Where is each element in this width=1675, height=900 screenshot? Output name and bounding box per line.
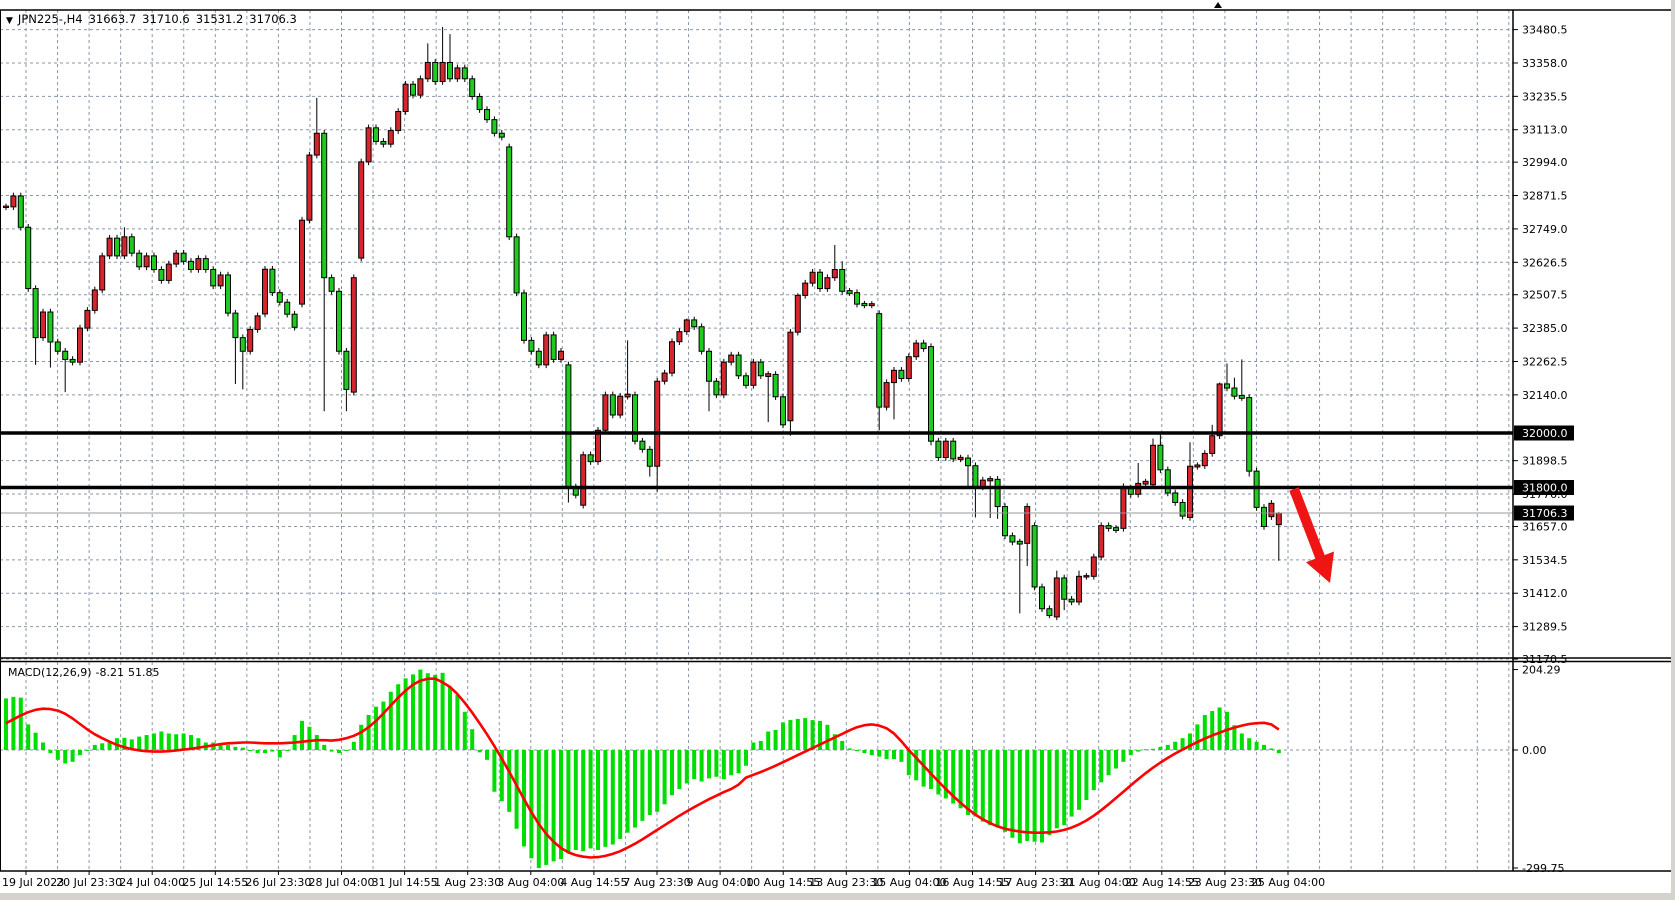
bar-low-value: 31531.2 [195,12,244,26]
time-tick-label: 7 Aug 23:30 [623,876,690,889]
price-tick-label: 31289.5 [1522,621,1568,634]
price-tick-label: 32749.0 [1522,223,1568,236]
bar-open-value: 31663.7 [88,12,137,26]
price-tick-label: 31170.5 [1522,653,1568,666]
down-arrow-annotation[interactable] [1289,487,1334,583]
time-tick-label: 13 Aug 23:30 [809,876,883,889]
macd-tick-label: 204.29 [1522,664,1561,677]
candlesticks[interactable] [3,27,1282,621]
level-lines[interactable] [0,431,1513,514]
time-tick-label: 9 Aug 04:00 [687,876,754,889]
time-tick-label: 1 Aug 23:30 [434,876,501,889]
price-tick-label: 31412.0 [1522,587,1568,600]
time-tick-label: 4 Aug 14:55 [560,876,627,889]
price-level-badge: 31706.3 [1522,507,1568,520]
price-tick-label: 32626.5 [1522,256,1568,269]
time-tick-label: 21 Aug 04:00 [1062,876,1136,889]
scroll-position-marker[interactable] [1214,2,1222,8]
price-tick-label: 31657.0 [1522,520,1568,533]
time-tick-label: 31 Jul 14:55 [372,876,438,889]
macd-tick-label: -299.75 [1522,862,1564,875]
price-tick-label: 32507.5 [1522,289,1568,302]
symbol-dropdown-icon[interactable]: ▼ [6,16,13,26]
time-tick-label: 17 Aug 23:30 [999,876,1073,889]
frame [0,2,1675,872]
macd-value: -8.21 [95,666,125,679]
macd-axis[interactable]: 204.29 0.00 -299.75 [1513,664,1564,875]
price-tick-label: 33113.0 [1522,124,1568,137]
macd-tick-label: 0.00 [1522,744,1547,757]
price-tick-label: 32994.0 [1522,156,1568,169]
symbol-header: ▼ JPN225-,H4 31663.7 31710.6 31531.2 31706.3 [6,12,297,26]
time-tick-label: 26 Jul 23:30 [245,876,311,889]
time-tick-label: 28 Jul 04:00 [309,876,375,889]
time-tick-label: 3 Aug 04:00 [497,876,564,889]
time-tick-label: 16 Aug 14:55 [935,876,1009,889]
price-tick-label: 32385.0 [1522,322,1568,335]
macd-name: MACD(12,26,9) [8,666,92,679]
price-tick-label: 32140.0 [1522,389,1568,402]
price-axis[interactable]: 33480.5 33358.0 33235.5 33113.0 32994.0 32871… [1513,24,1574,666]
window-right-edge [1671,0,1675,900]
macd-signal-value: 51.85 [128,666,160,679]
price-level-badge: 32000.0 [1522,427,1568,440]
macd-indicator-label: MACD(12,26,9) -8.21 51.85 [8,666,164,679]
time-tick-label: 24 Jul 04:00 [119,876,185,889]
price-tick-label: 33480.5 [1522,24,1568,37]
price-tick-label: 32871.5 [1522,190,1568,203]
time-tick-label: 15 Aug 04:00 [872,876,946,889]
symbol-period-label: JPN225-,H4 [17,12,83,26]
time-tick-label: 10 Aug 14:55 [746,876,820,889]
time-tick-label: 23 Aug 23:30 [1188,876,1262,889]
time-tick-label: 19 Jul 2023 [2,876,64,889]
time-tick-label: 20 Jul 23:30 [56,876,122,889]
grid [0,10,1513,871]
price-tick-label: 33358.0 [1522,57,1568,70]
time-tick-label: 22 Aug 14:55 [1125,876,1199,889]
window-bottom-edge [0,893,1675,900]
price-level-badge: 31800.0 [1522,481,1568,494]
macd-signal-line [5,677,1280,859]
price-tick-label: 31898.5 [1522,455,1568,468]
price-tick-label: 33235.5 [1522,90,1568,103]
bar-high-value: 31710.6 [142,12,190,26]
price-tick-label: 32262.5 [1522,355,1568,368]
bar-close-value: 31706.3 [249,12,297,26]
price-tick-label: 31534.5 [1522,554,1568,567]
time-tick-label: 25 Aug 04:00 [1251,876,1325,889]
time-tick-label: 25 Jul 14:55 [182,876,248,889]
